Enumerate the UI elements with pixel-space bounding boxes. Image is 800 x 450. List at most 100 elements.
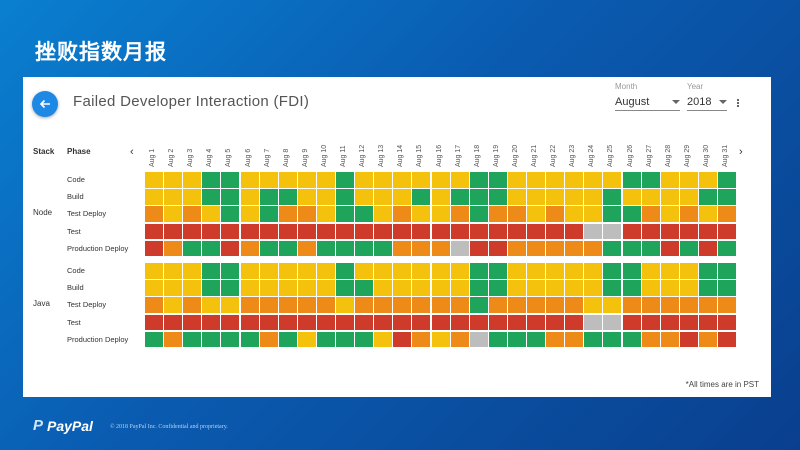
heatmap-cell[interactable] — [565, 297, 584, 313]
heatmap-cell[interactable] — [488, 240, 507, 257]
heatmap-cell[interactable] — [202, 280, 221, 296]
heatmap-cell[interactable] — [221, 331, 240, 348]
heatmap-cell[interactable] — [698, 280, 717, 296]
heatmap-cell[interactable] — [679, 206, 698, 222]
heatmap-cell[interactable] — [336, 172, 354, 188]
heatmap-cell[interactable] — [164, 331, 183, 348]
heatmap-cell[interactable] — [431, 314, 450, 331]
heatmap-cell[interactable] — [527, 206, 545, 222]
heatmap-cell[interactable] — [507, 189, 526, 205]
heatmap-cell[interactable] — [698, 240, 717, 257]
heatmap-cell[interactable] — [450, 314, 469, 331]
heatmap-cell[interactable] — [660, 223, 679, 240]
heatmap-cell[interactable] — [546, 263, 565, 279]
heatmap-cell[interactable] — [336, 280, 354, 296]
heatmap-cell[interactable] — [355, 189, 374, 205]
heatmap-cell[interactable] — [431, 263, 450, 279]
heatmap-cell[interactable] — [393, 263, 412, 279]
heatmap-cell[interactable] — [718, 280, 736, 296]
heatmap-cell[interactable] — [431, 172, 450, 188]
heatmap-cell[interactable] — [622, 223, 641, 240]
heatmap-cell[interactable] — [145, 331, 163, 348]
heatmap-cell[interactable] — [431, 223, 450, 240]
heatmap-cell[interactable] — [316, 314, 335, 331]
heatmap-cell[interactable] — [336, 263, 354, 279]
heatmap-cell[interactable] — [718, 172, 736, 188]
heatmap-cell[interactable] — [297, 331, 316, 348]
heatmap-cell[interactable] — [450, 263, 469, 279]
heatmap-cell[interactable] — [412, 172, 431, 188]
heatmap-cell[interactable] — [622, 297, 641, 313]
heatmap-cell[interactable] — [565, 314, 584, 331]
heatmap-cell[interactable] — [297, 172, 316, 188]
heatmap-cell[interactable] — [622, 331, 641, 348]
previous-month-chevron-icon[interactable]: ‹ — [130, 146, 134, 158]
heatmap-cell[interactable] — [374, 172, 393, 188]
heatmap-cell[interactable] — [431, 331, 450, 348]
heatmap-cell[interactable] — [183, 331, 202, 348]
heatmap-cell[interactable] — [278, 240, 297, 257]
heatmap-cell[interactable] — [507, 314, 526, 331]
heatmap-cell[interactable] — [469, 206, 488, 222]
heatmap-cell[interactable] — [164, 280, 183, 296]
heatmap-cell[interactable] — [641, 223, 660, 240]
heatmap-cell[interactable] — [393, 331, 412, 348]
heatmap-cell[interactable] — [164, 240, 183, 257]
heatmap-cell[interactable] — [431, 297, 450, 313]
heatmap-cell[interactable] — [565, 206, 584, 222]
heatmap-cell[interactable] — [374, 263, 393, 279]
heatmap-cell[interactable] — [316, 331, 335, 348]
heatmap-cell[interactable] — [450, 189, 469, 205]
heatmap-cell[interactable] — [603, 297, 622, 313]
heatmap-cell[interactable] — [603, 172, 622, 188]
heatmap-cell[interactable] — [641, 189, 660, 205]
heatmap-cell[interactable] — [584, 206, 603, 222]
heatmap-cell[interactable] — [336, 297, 354, 313]
heatmap-cell[interactable] — [183, 223, 202, 240]
heatmap-cell[interactable] — [527, 314, 545, 331]
heatmap-cell[interactable] — [679, 263, 698, 279]
heatmap-cell[interactable] — [278, 189, 297, 205]
heatmap-cell[interactable] — [488, 263, 507, 279]
heatmap-cell[interactable] — [259, 206, 278, 222]
back-button[interactable] — [32, 91, 58, 117]
heatmap-cell[interactable] — [469, 280, 488, 296]
heatmap-cell[interactable] — [603, 314, 622, 331]
heatmap-cell[interactable] — [145, 223, 163, 240]
heatmap-cell[interactable] — [202, 206, 221, 222]
heatmap-cell[interactable] — [660, 189, 679, 205]
heatmap-cell[interactable] — [718, 263, 736, 279]
heatmap-cell[interactable] — [603, 206, 622, 222]
heatmap-cell[interactable] — [660, 314, 679, 331]
month-select[interactable]: Month August — [615, 82, 680, 111]
heatmap-cell[interactable] — [393, 223, 412, 240]
heatmap-cell[interactable] — [431, 240, 450, 257]
heatmap-cell[interactable] — [546, 297, 565, 313]
heatmap-cell[interactable] — [718, 297, 736, 313]
heatmap-cell[interactable] — [450, 240, 469, 257]
heatmap-cell[interactable] — [278, 280, 297, 296]
heatmap-cell[interactable] — [488, 189, 507, 205]
heatmap-cell[interactable] — [355, 240, 374, 257]
heatmap-cell[interactable] — [164, 189, 183, 205]
heatmap-cell[interactable] — [679, 280, 698, 296]
heatmap-cell[interactable] — [336, 314, 354, 331]
heatmap-cell[interactable] — [297, 314, 316, 331]
heatmap-cell[interactable] — [431, 189, 450, 205]
heatmap-cell[interactable] — [278, 263, 297, 279]
heatmap-cell[interactable] — [145, 263, 163, 279]
heatmap-cell[interactable] — [431, 206, 450, 222]
year-select[interactable]: Year 2018 — [687, 82, 727, 111]
heatmap-cell[interactable] — [679, 314, 698, 331]
heatmap-cell[interactable] — [718, 223, 736, 240]
heatmap-cell[interactable] — [660, 297, 679, 313]
heatmap-cell[interactable] — [316, 223, 335, 240]
heatmap-cell[interactable] — [278, 206, 297, 222]
heatmap-cell[interactable] — [641, 206, 660, 222]
heatmap-cell[interactable] — [698, 172, 717, 188]
heatmap-cell[interactable] — [145, 240, 163, 257]
heatmap-cell[interactable] — [240, 314, 259, 331]
heatmap-cell[interactable] — [278, 172, 297, 188]
heatmap-cell[interactable] — [393, 172, 412, 188]
heatmap-cell[interactable] — [278, 314, 297, 331]
